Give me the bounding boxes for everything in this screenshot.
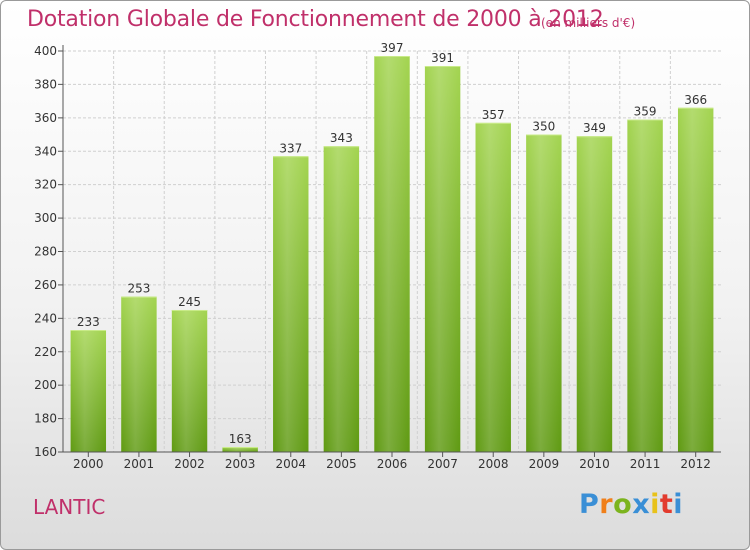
y-tick-label: 340 <box>34 144 57 158</box>
commune-name: LANTIC <box>33 495 106 519</box>
y-tick-label: 160 <box>34 445 57 459</box>
y-tick-label: 220 <box>34 345 57 359</box>
x-tick-label: 2003 <box>225 457 256 471</box>
y-tick-label: 280 <box>34 245 57 259</box>
bar-highlight <box>475 122 511 453</box>
logo-letter: o <box>613 489 633 520</box>
x-tick-label: 2002 <box>174 457 205 471</box>
bar-highlight <box>222 446 258 452</box>
bar-highlight <box>677 107 714 452</box>
bar-highlight <box>424 66 461 452</box>
data-label: 366 <box>684 93 707 107</box>
logo-letter: x <box>632 489 651 520</box>
x-tick-label: 2001 <box>124 457 155 471</box>
logo-letter: r <box>599 489 614 520</box>
x-tick-label: 2008 <box>478 457 509 471</box>
chart-subtitle: (en milliers d'€) <box>541 16 636 30</box>
logo-letter: i <box>650 489 660 520</box>
x-tick-label: 2000 <box>73 457 104 471</box>
bar-highlight <box>121 296 157 452</box>
bar-highlight <box>576 136 613 452</box>
chart-title: Dotation Globale de Fonctionnement de 20… <box>27 7 604 32</box>
logo-letter: i <box>673 489 684 520</box>
x-tick-label: 2009 <box>529 457 560 471</box>
data-labels: 233 253 245 163 337 343 397 391 357 350 349 359 366 <box>77 41 707 446</box>
data-label: 337 <box>279 141 302 155</box>
data-label: 163 <box>229 432 252 446</box>
data-label: 253 <box>127 282 150 296</box>
data-label: 245 <box>178 295 201 309</box>
x-tick-label: 2005 <box>326 457 357 471</box>
data-label: 391 <box>431 51 454 65</box>
bar-highlight <box>526 134 562 452</box>
bar-highlight <box>374 56 410 452</box>
logo-letter: t <box>659 489 674 520</box>
data-label: 359 <box>634 105 657 119</box>
bar-highlight <box>323 146 360 453</box>
y-tick-label: 400 <box>34 44 57 58</box>
proxiti-logo: Proxiti <box>579 489 683 520</box>
y-tick-label: 300 <box>34 211 57 225</box>
data-label: 233 <box>77 315 100 329</box>
x-tick-label: 2007 <box>427 457 458 471</box>
grid-lines <box>63 50 721 453</box>
data-label: 343 <box>330 131 353 145</box>
data-label: 350 <box>532 120 555 134</box>
data-label: 357 <box>482 108 505 122</box>
axes: 160 180 200 220 240 260 280 300 320 340 360 380 400 2… <box>34 44 721 471</box>
bars <box>70 56 714 453</box>
x-tick-label: 2004 <box>275 457 306 471</box>
bar-highlight <box>70 330 107 452</box>
y-tick-label: 320 <box>34 178 57 192</box>
x-tick-label: 2012 <box>680 457 711 471</box>
bar-highlight <box>273 156 309 452</box>
bar-highlight <box>627 119 663 453</box>
y-tick-label: 200 <box>34 378 57 392</box>
y-tick-label: 360 <box>34 111 57 125</box>
y-tick-label: 380 <box>34 77 57 91</box>
x-tick-label: 2011 <box>630 457 661 471</box>
y-tick-label: 240 <box>34 311 57 325</box>
x-tick-label: 2010 <box>579 457 610 471</box>
data-label: 349 <box>583 121 606 135</box>
bar-highlight <box>171 309 208 452</box>
y-tick-label: 180 <box>34 412 57 426</box>
x-tick-label: 2006 <box>377 457 408 471</box>
logo-letter: P <box>579 489 600 520</box>
data-label: 397 <box>381 41 404 55</box>
y-tick-label: 260 <box>34 278 57 292</box>
